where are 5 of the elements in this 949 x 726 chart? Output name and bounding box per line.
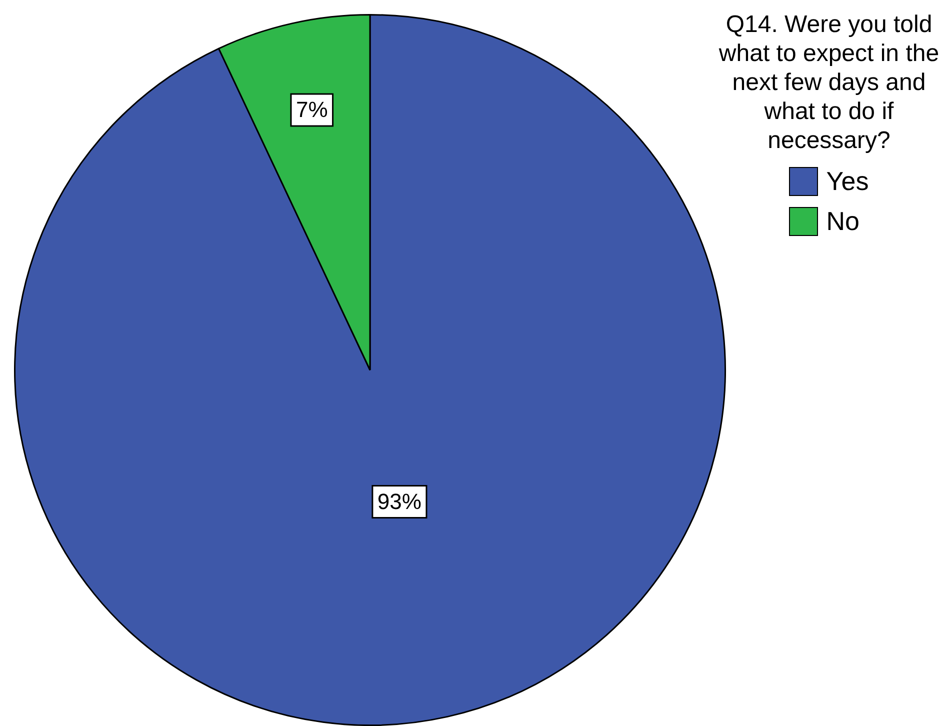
data-label: 93% (377, 488, 422, 514)
legend-title: Q14. Were you told what to expect in the next few days and what to do if necessary? (718, 10, 940, 155)
legend-label: No (826, 206, 860, 236)
legend-label: Yes (826, 166, 869, 196)
data-label: 7% (296, 97, 328, 122)
